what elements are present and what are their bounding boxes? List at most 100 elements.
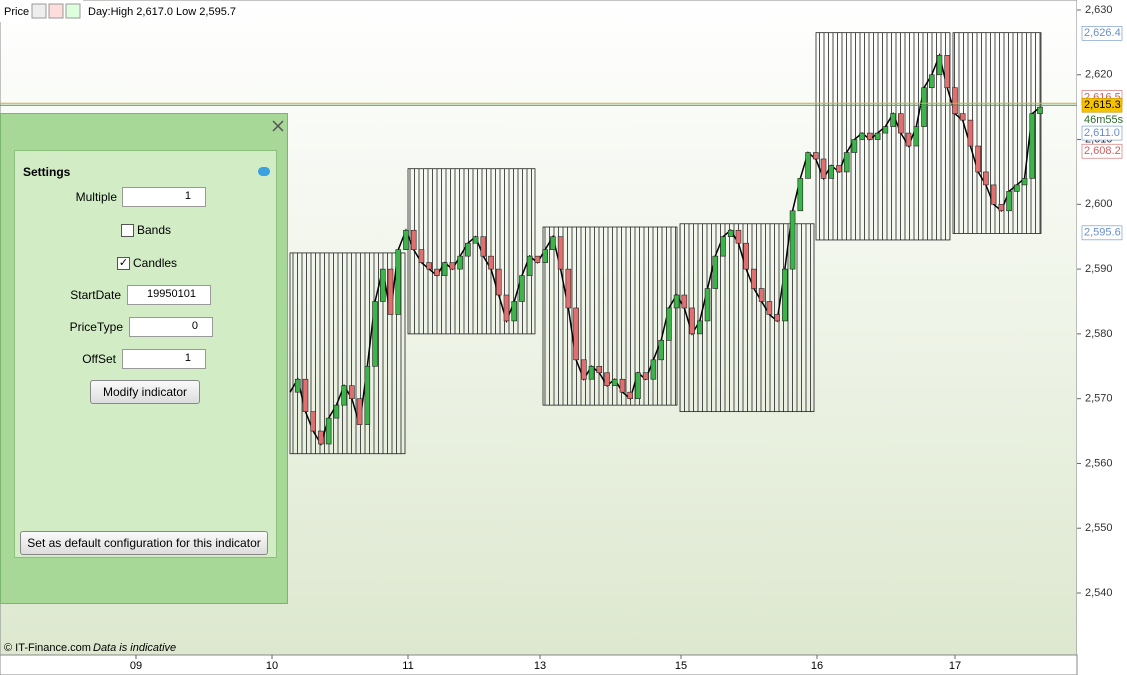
chart-title: Price [4, 6, 29, 18]
candle [836, 165, 842, 173]
help-icon[interactable] [258, 167, 270, 176]
candle [372, 301, 378, 367]
candle [356, 398, 363, 425]
candle [851, 139, 858, 153]
candles-checkbox[interactable]: ✓ [117, 257, 130, 270]
candle [441, 262, 448, 276]
settings-panel: Settings Multiple 1 Bands ✓ Candles Star… [14, 150, 277, 558]
price-label: 2,595.6 [1084, 227, 1121, 239]
candle [349, 385, 355, 399]
candle [565, 268, 572, 309]
candle [766, 301, 773, 315]
candle [534, 255, 541, 263]
candle [611, 378, 618, 387]
candle [1029, 113, 1036, 179]
countdown-box [1082, 113, 1122, 128]
y-tick-label: 2,620 [1085, 69, 1113, 81]
candle [635, 372, 641, 399]
default-button[interactable]: Set as default configuration for this in… [20, 531, 268, 555]
disclaimer: Data is indicative [93, 642, 176, 654]
candle [627, 391, 634, 399]
candle [310, 411, 316, 432]
candle [774, 314, 780, 322]
candle [936, 55, 943, 76]
candle [604, 372, 610, 387]
candle [820, 158, 827, 179]
candle [898, 113, 904, 134]
candle [959, 113, 966, 121]
candle [341, 385, 347, 406]
candle [480, 236, 487, 257]
candle [449, 262, 456, 270]
x-tick-label: 15 [675, 660, 687, 672]
multiple-label: Multiple [75, 190, 117, 204]
candle [805, 152, 811, 179]
candle [573, 307, 579, 361]
candle [1037, 106, 1043, 114]
candle [511, 301, 518, 322]
price-label-box [1081, 225, 1123, 241]
candle [1014, 184, 1020, 192]
up-icon[interactable] [65, 3, 81, 19]
pricetype-label: PriceType [69, 320, 123, 334]
multiple-input[interactable]: 1 [122, 187, 206, 207]
candle [983, 171, 989, 186]
candle [395, 249, 402, 315]
x-tick-label: 11 [402, 660, 413, 672]
candle [426, 262, 432, 270]
candle [1021, 178, 1028, 186]
price-label-box [1081, 125, 1123, 141]
candle [650, 359, 657, 380]
bands-checkbox[interactable] [121, 224, 134, 237]
candle [751, 268, 757, 289]
offset-input[interactable]: 1 [122, 349, 206, 369]
x-tick-label: 13 [534, 660, 546, 672]
candle [333, 404, 340, 419]
candle [843, 152, 850, 173]
candle [410, 229, 417, 250]
x-tick-label: 16 [811, 660, 823, 672]
candle [696, 320, 703, 335]
y-tick-label: 2,560 [1085, 457, 1113, 469]
candle [689, 307, 695, 335]
candle [727, 229, 734, 238]
candle [998, 204, 1005, 212]
y-tick-label: 2,540 [1085, 587, 1113, 599]
y-tick-label: 2,600 [1085, 198, 1113, 210]
candle [990, 184, 997, 205]
candle [387, 268, 394, 315]
candle [704, 288, 711, 322]
close-button[interactable] [272, 120, 284, 132]
candle [735, 229, 742, 244]
add-icon[interactable] [48, 3, 64, 19]
candle [666, 307, 672, 341]
startdate-label: StartDate [70, 288, 121, 302]
candle [890, 113, 896, 127]
candle [658, 340, 664, 361]
candle [588, 365, 595, 380]
candle [619, 378, 626, 393]
candle [302, 378, 309, 412]
candle [874, 132, 881, 140]
settings-window: Settings Multiple 1 Bands ✓ Candles Star… [0, 113, 288, 604]
candle [743, 242, 749, 270]
day-info: Day:High 2,617.0 Low 2,595.7 [88, 6, 236, 18]
candle [495, 268, 502, 296]
startdate-input[interactable]: 19950101 [127, 285, 211, 305]
candle [812, 152, 819, 160]
candle [789, 210, 796, 270]
price-label: 2,615.3 [1084, 99, 1121, 111]
candle [557, 236, 564, 270]
copyright: © IT-Finance.com [4, 642, 91, 654]
candle [550, 236, 556, 250]
candle [581, 359, 587, 380]
price-label: 2,611.0 [1084, 127, 1120, 139]
candle [542, 249, 548, 263]
pricetype-input[interactable]: 0 [129, 317, 213, 337]
modify-button[interactable]: Modify indicator [90, 380, 200, 404]
candle [457, 255, 463, 270]
countdown: 46m55s [1084, 114, 1124, 126]
candle [379, 268, 386, 302]
candle [975, 145, 981, 173]
tool-icon[interactable] [31, 3, 47, 19]
